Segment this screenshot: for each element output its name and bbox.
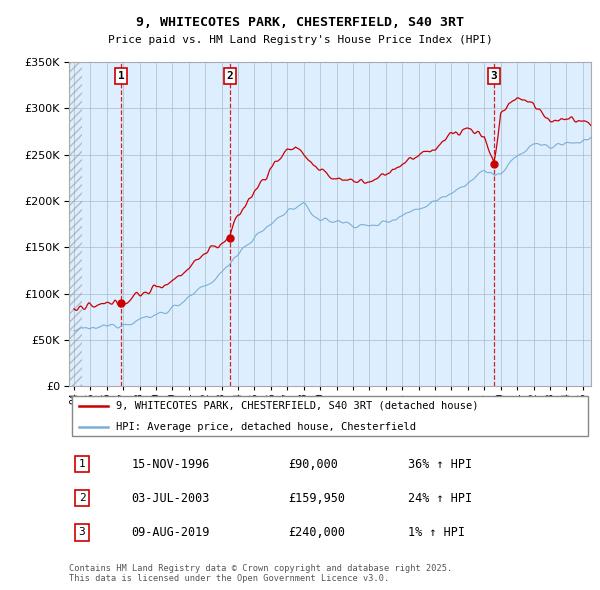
- Text: 2: 2: [79, 493, 85, 503]
- Text: HPI: Average price, detached house, Chesterfield: HPI: Average price, detached house, Ches…: [116, 422, 416, 432]
- Text: 9, WHITECOTES PARK, CHESTERFIELD, S40 3RT: 9, WHITECOTES PARK, CHESTERFIELD, S40 3R…: [136, 16, 464, 29]
- Text: 2: 2: [226, 71, 233, 81]
- Text: 1: 1: [118, 71, 125, 81]
- Text: 36% ↑ HPI: 36% ↑ HPI: [409, 457, 472, 471]
- Text: Contains HM Land Registry data © Crown copyright and database right 2025.
This d: Contains HM Land Registry data © Crown c…: [69, 563, 452, 583]
- Text: 03-JUL-2003: 03-JUL-2003: [131, 491, 210, 504]
- Text: 3: 3: [79, 527, 85, 537]
- Text: 9, WHITECOTES PARK, CHESTERFIELD, S40 3RT (detached house): 9, WHITECOTES PARK, CHESTERFIELD, S40 3R…: [116, 401, 478, 411]
- Text: 1% ↑ HPI: 1% ↑ HPI: [409, 526, 466, 539]
- Text: Price paid vs. HM Land Registry's House Price Index (HPI): Price paid vs. HM Land Registry's House …: [107, 35, 493, 45]
- Text: 1: 1: [79, 459, 85, 469]
- Text: £240,000: £240,000: [288, 526, 345, 539]
- Text: 3: 3: [491, 71, 497, 81]
- Text: £90,000: £90,000: [288, 457, 338, 471]
- FancyBboxPatch shape: [71, 396, 589, 435]
- Text: £159,950: £159,950: [288, 491, 345, 504]
- Text: 15-NOV-1996: 15-NOV-1996: [131, 457, 210, 471]
- Text: 24% ↑ HPI: 24% ↑ HPI: [409, 491, 472, 504]
- Bar: [69, 62, 82, 386]
- Text: 09-AUG-2019: 09-AUG-2019: [131, 526, 210, 539]
